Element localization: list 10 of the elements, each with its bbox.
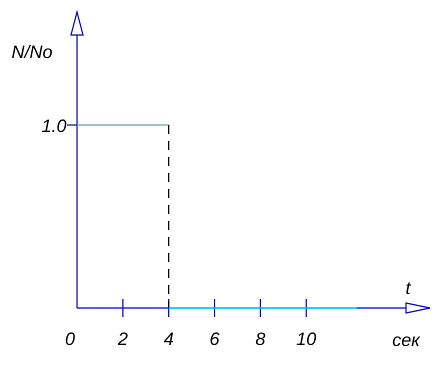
x-axis-title: t (405, 278, 412, 298)
x-tick-label: 0 (64, 328, 76, 349)
x-tick-label: 6 (210, 328, 221, 349)
y-axis-title: N/No (11, 42, 53, 62)
x-tick-label: 10 (296, 328, 316, 349)
annotation: 1.0 (41, 116, 67, 136)
text: сек (392, 330, 422, 350)
x-tick-label: 2 (116, 328, 128, 349)
x-tick-label: 4 (164, 328, 174, 349)
x-tick-label: 8 (255, 328, 266, 349)
